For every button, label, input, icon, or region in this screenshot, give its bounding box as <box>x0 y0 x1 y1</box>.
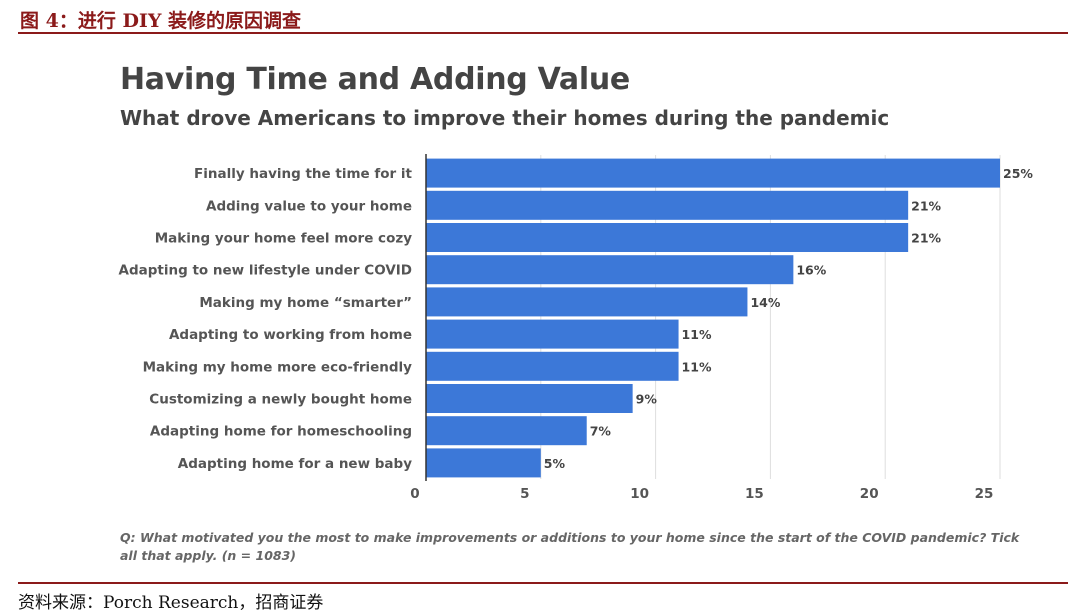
category-label: Finally having the time for it <box>194 166 413 182</box>
bar <box>426 351 679 381</box>
data-label: 14% <box>750 295 780 310</box>
x-tick-label: 20 <box>860 486 879 502</box>
data-label: 11% <box>682 327 712 342</box>
data-label: 9% <box>636 392 658 407</box>
category-label: Adapting to working from home <box>169 327 412 343</box>
x-tick-label: 25 <box>975 486 994 502</box>
category-label: Adapting to new lifestyle under COVID <box>119 263 412 279</box>
bar <box>426 255 794 285</box>
bar <box>426 319 679 349</box>
bar <box>426 223 909 252</box>
category-label: Customizing a newly bought home <box>149 392 412 408</box>
data-label: 16% <box>796 263 826 278</box>
x-tick-label: 15 <box>745 486 764 502</box>
x-tick-label: 10 <box>630 486 649 502</box>
category-label: Adapting home for homeschooling <box>150 424 412 440</box>
bar <box>426 287 748 317</box>
x-tick-label: 5 <box>520 486 529 502</box>
category-label: Adapting home for a new baby <box>178 456 412 472</box>
data-label: 25% <box>1003 166 1033 181</box>
chart-subtitle: What drove Americans to improve their ho… <box>120 106 890 130</box>
data-label: 5% <box>544 456 566 471</box>
category-label: Making your home feel more cozy <box>155 231 412 247</box>
bar <box>426 190 909 220</box>
x-tick-label: 0 <box>410 486 419 502</box>
figure-source: 资料来源：Porch Research，招商证券 <box>18 593 324 613</box>
chart-title: Having Time and Adding Value <box>120 62 630 97</box>
figure-footer: 资料来源：Porch Research，招商证券 <box>18 582 1068 613</box>
data-label: 21% <box>911 198 941 213</box>
bar <box>426 158 1000 188</box>
bar <box>426 448 541 478</box>
category-label: Adding value to your home <box>206 198 412 214</box>
data-label: 11% <box>682 359 712 374</box>
chart-footnote: Q: What motivated you the most to make i… <box>120 530 1020 563</box>
figure-caption: 图 4：进行 DIY 装修的原因调查 <box>20 10 301 32</box>
category-label: Making my home “smarter” <box>199 295 412 311</box>
data-label: 7% <box>590 424 612 439</box>
figure-header: 图 4：进行 DIY 装修的原因调查 <box>18 4 1068 34</box>
data-label: 21% <box>911 231 941 246</box>
bar <box>426 416 587 446</box>
category-label: Making my home more eco-friendly <box>143 359 413 375</box>
bar <box>426 384 633 413</box>
